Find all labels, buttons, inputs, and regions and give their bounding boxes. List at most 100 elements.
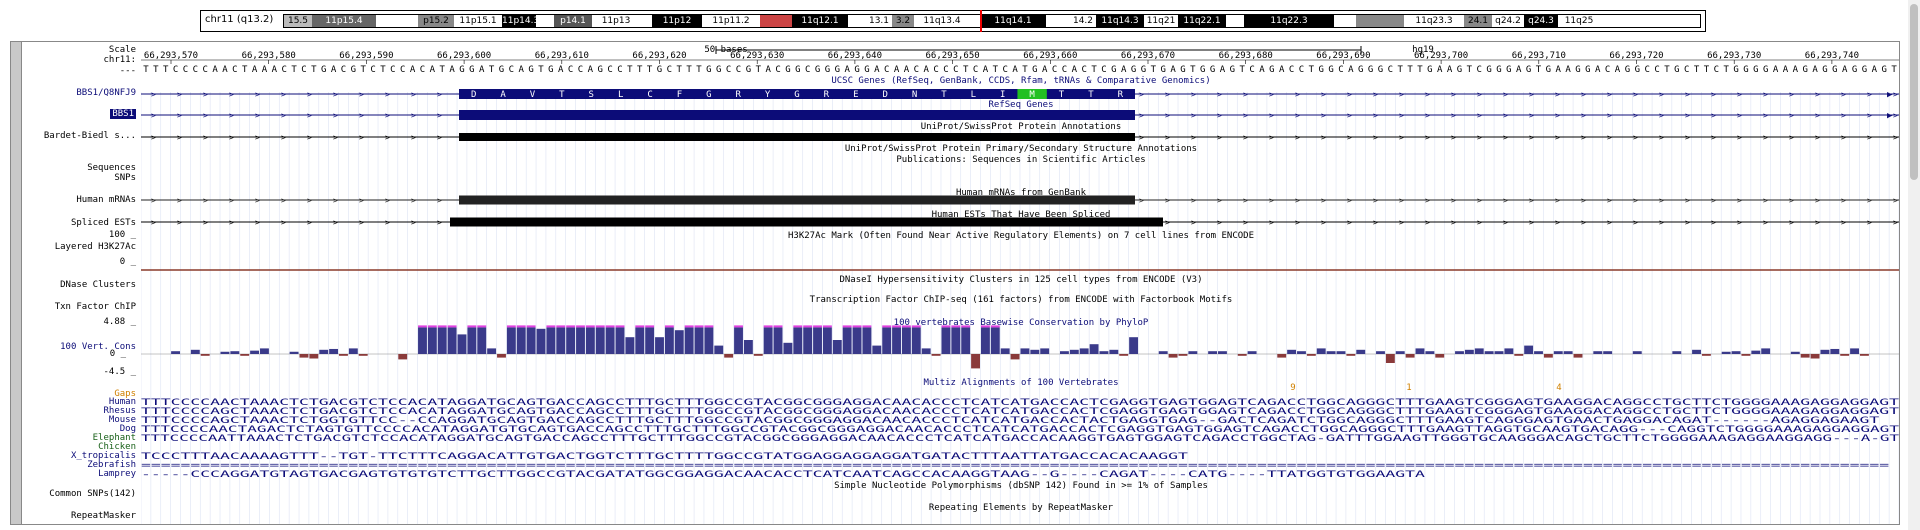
mrna-alignment-exon[interactable]	[459, 195, 1135, 205]
cytoband[interactable]: 24.1	[1464, 15, 1492, 27]
ucsc-genes-label[interactable]: BBS1/Q8NFJ9	[76, 88, 136, 98]
species-label-zebrafish[interactable]: Zebrafish	[87, 460, 136, 470]
species-label-lamprey[interactable]: Lamprey	[98, 469, 136, 479]
conservation-bar	[1455, 351, 1464, 354]
dnase-label[interactable]: DNase Clusters	[60, 280, 136, 290]
refseq-gene-arrow: >	[1815, 111, 1820, 120]
refseq-gene-arrow: >	[229, 111, 234, 120]
cytoband[interactable]	[640, 15, 652, 27]
cytoband[interactable]: 11q14.1	[980, 15, 1046, 27]
cytoband[interactable]: q24.2	[1492, 15, 1524, 27]
cytoband[interactable]: 11p15.4	[312, 15, 376, 27]
conservation-bar	[1543, 354, 1553, 358]
cytoband[interactable]: 11p11.2	[702, 15, 760, 27]
uniprot-feature-arrow: >	[1711, 133, 1716, 142]
cytoband[interactable]: 14.2	[1070, 15, 1096, 27]
cytoband[interactable]	[760, 15, 792, 27]
est-alignment-arrow: >	[1763, 218, 1768, 227]
amino-acid-letter: A	[500, 90, 506, 100]
base-letter: T	[696, 65, 702, 75]
common-snps-label[interactable]: Common SNPs(142)	[49, 489, 136, 499]
cytoband[interactable]: 11p13	[592, 15, 640, 27]
cytoband[interactable]: 3.2	[892, 15, 914, 27]
mrna-alignment-arrow: >	[1529, 196, 1534, 205]
base-letter: C	[370, 65, 375, 75]
cytoband[interactable]	[536, 15, 554, 27]
cytoband[interactable]: 11q22.3	[1244, 15, 1334, 27]
refseq-gene-arrow: >	[1893, 111, 1898, 120]
species-label-x_tropicalis[interactable]: X_tropicalis	[70, 451, 136, 461]
current-position-marker	[980, 10, 982, 32]
conservation-bar	[289, 351, 299, 354]
cytoband[interactable]	[848, 15, 866, 27]
cytoband[interactable]	[970, 15, 980, 27]
cytoband[interactable]: 15.5	[284, 15, 312, 27]
conservation-bar	[921, 348, 931, 354]
conservation-clip-mark	[704, 325, 714, 328]
cytoband[interactable]: 11q14.3	[1096, 15, 1144, 27]
cytoband[interactable]	[1334, 15, 1356, 27]
base-letter: T	[1398, 65, 1404, 75]
conservation-bar	[1524, 345, 1534, 354]
cytoband[interactable]: 11q21	[1144, 15, 1178, 27]
species-label-dog[interactable]: Dog	[119, 424, 136, 434]
cytoband[interactable]: 11q22.1	[1178, 15, 1226, 27]
mrna-alignment-arrow: >	[203, 196, 208, 205]
h3k27ac-label[interactable]: Layered H3K27Ac	[54, 242, 136, 252]
refseq-genes-label[interactable]: BBS1	[110, 109, 136, 119]
tracks-canvas[interactable]: 50 bases hg19 66,293,570 66,293,580 66,293,5…	[141, 42, 1899, 524]
amino-acid-letter: R	[824, 90, 830, 100]
base-letter: G	[1506, 65, 1511, 75]
conservation-bar	[546, 327, 556, 354]
page-scrollbar-thumb[interactable]	[1910, 4, 1918, 180]
cytoband[interactable]	[1226, 15, 1244, 27]
alignment-row-dog: TTTCCCCAACTAGACTCTAGTGTTCCCCACATAGGATGTG…	[141, 425, 1899, 435]
cytoband[interactable]	[376, 15, 418, 27]
cytoband[interactable]: 11p14.3	[502, 15, 536, 27]
species-label-mouse[interactable]: Mouse	[108, 415, 136, 425]
uniprot-feature-arrow: >	[1555, 133, 1560, 142]
conservation-bar	[635, 327, 645, 354]
drag-reorder-bar[interactable]	[11, 42, 22, 524]
species-label-chicken[interactable]: Chicken	[98, 442, 136, 452]
est-alignment-exon[interactable]	[450, 217, 1163, 227]
cytoband[interactable]: 11q12.1	[792, 15, 848, 27]
cytoband[interactable]: 13.1	[866, 15, 892, 27]
cytoband-strip[interactable]: 15.5 11p15.4 p15.2 11p15.1 11p14.3 p14.1 11p13…	[283, 14, 1701, 28]
cytoband[interactable]: 11q13.4	[914, 15, 970, 27]
spliced-ests-label[interactable]: Spliced ESTs	[70, 218, 136, 228]
cytoband[interactable]: p14.1	[554, 15, 592, 27]
repeatmasker-label[interactable]: RepeatMasker	[70, 511, 136, 521]
species-label-rhesus[interactable]: Rhesus	[103, 406, 136, 416]
snps-label[interactable]: SNPs	[114, 173, 136, 183]
cytoband[interactable]: 11p12	[652, 15, 702, 27]
conservation-bar	[1218, 351, 1227, 354]
txn-factor-label[interactable]: Txn Factor ChIP	[54, 302, 136, 312]
cytoband[interactable]: 11q23.3	[1404, 15, 1464, 27]
ucsc-gene-exon[interactable]	[459, 89, 1135, 99]
human-mrnas-label[interactable]: Human mRNAs	[76, 195, 136, 205]
refseq-gene-arrow: >	[255, 111, 260, 120]
sequences-label[interactable]: Sequences	[87, 163, 136, 173]
refseq-gene-exon[interactable]	[459, 110, 1135, 120]
conservation-bar	[1168, 354, 1178, 358]
chromosome-ideogram[interactable]: chr11 (q13.2) 15.5 11p15.4 p15.2 11p15.1 11p…	[200, 10, 1706, 32]
cytoband[interactable]: q24.3	[1524, 15, 1558, 27]
track-data-area[interactable]: 50 bases hg19 66,293,570 66,293,580 66,293,5…	[141, 42, 1899, 524]
conservation-label[interactable]: 100 Vert. Cons	[60, 342, 136, 352]
species-label-elephant[interactable]: Elephant	[92, 433, 136, 443]
cytoband[interactable]: 11q25	[1558, 15, 1600, 27]
cytoband[interactable]	[1046, 15, 1070, 27]
alignment-row-zebrafish: ========================================…	[141, 461, 1890, 471]
uniprot-label[interactable]: Bardet-Biedl s...	[43, 131, 136, 141]
conservation-bar	[1376, 351, 1385, 354]
uniprot-feature-exon[interactable]	[459, 133, 1135, 141]
species-label-human[interactable]: Human	[108, 397, 136, 407]
cytoband[interactable]: 11p15.1	[454, 15, 502, 27]
genome-browser-image[interactable]: Scale chr11: --- BBS1/Q8NFJ9 BBS1 Bardet…	[10, 41, 1900, 525]
conservation-clip-mark	[951, 325, 961, 328]
base-letter: A	[1042, 65, 1048, 75]
cytoband[interactable]: p15.2	[418, 15, 454, 27]
est-alignment-arrow: >	[281, 218, 286, 227]
cytoband[interactable]	[1356, 15, 1404, 27]
